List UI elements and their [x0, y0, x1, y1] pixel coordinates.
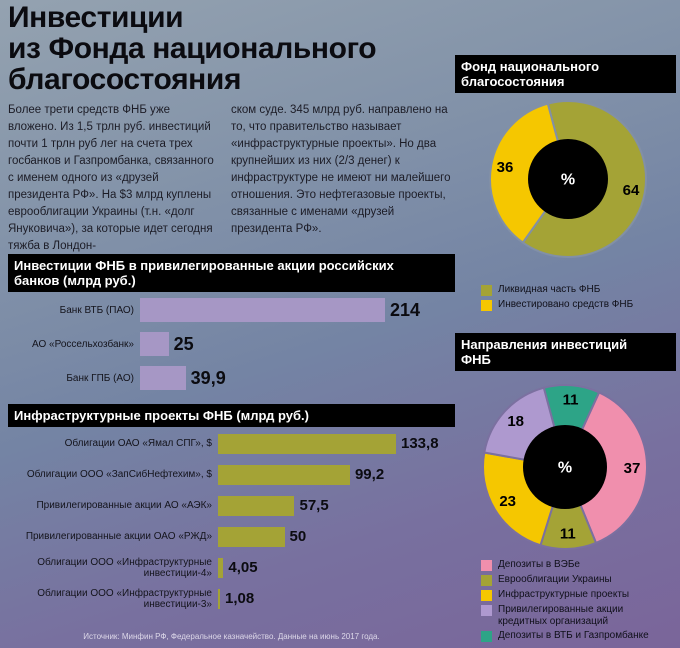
legend-item: Депозиты в ВЭБе: [481, 559, 656, 571]
intro-text-col1: Более трети средств ФНБ уже вложено. Из …: [8, 104, 214, 252]
bar-row: Облигации ООО «ЗапСибНефтехим», $ 99,2: [8, 459, 455, 490]
pie-value-label: 64: [623, 182, 640, 199]
bar-track: 39,9: [140, 366, 455, 390]
bar-label: Облигации ООО «Инфраструктурные инвестиц…: [37, 556, 212, 579]
bar-row: Облигации ООО «Инфраструктурные инвестиц…: [8, 583, 455, 614]
infrastructure-bar-chart: Облигации ОАО «Ямал СПГ», $133,8 Облигаци…: [8, 428, 455, 614]
bar-label: Облигации ООО «Инфраструктурные инвестиц…: [37, 587, 212, 610]
intro-text-col2: ском суде. 345 млрд руб. направлено на т…: [231, 104, 451, 235]
donut-center-label: %: [558, 460, 572, 477]
fund-donut-header: Фонд национального благосостояния: [455, 55, 676, 93]
bar-track: 50: [218, 526, 455, 547]
pie-value-label: 37: [624, 460, 641, 477]
bar: [218, 495, 295, 516]
bar: [218, 464, 350, 485]
donut-hole: [523, 425, 607, 509]
pie-value-label: 18: [507, 413, 524, 430]
legend-swatch: [481, 590, 492, 601]
bar: [218, 526, 285, 547]
bank-shares-chart-header: Инвестиции ФНБ в привилегированные акции…: [8, 254, 455, 292]
page-title: Инвестиции из Фонда национального благос…: [8, 1, 377, 96]
legend-item: Инфраструктурные проекты: [481, 589, 656, 601]
bar-label: Привилегированные акции АО «АЭК»: [36, 500, 212, 511]
legend-label: Ликвидная часть ФНБ: [498, 284, 601, 295]
bar-row: Привилегированные акции АО «АЭК» 57,5: [8, 490, 455, 521]
bar-label: Привилегированные акции ОАО «РЖД»: [25, 531, 212, 542]
bar-row: Облигации ОАО «Ямал СПГ», $ 133,8: [8, 428, 455, 459]
infrastructure-chart-header: Инфраструктурные проекты ФНБ (млрд руб.): [8, 404, 455, 427]
pie-value-label: 11: [560, 525, 576, 542]
bar-label: Банк ВТБ (ПАО): [59, 304, 134, 316]
legend-item: Депозиты в ВТБ и Газпромбанке: [481, 630, 656, 642]
legend-item: Ликвидная часть ФНБ: [481, 284, 656, 296]
bar-track: 99,2: [218, 464, 455, 485]
legend-label: Инфраструктурные проекты: [498, 589, 630, 600]
bar-row: Привилегированные акции ОАО «РЖД» 50: [8, 521, 455, 552]
legend-swatch: [481, 575, 492, 586]
legend-label: Депозиты в ВТБ и Газпромбанке: [498, 630, 649, 641]
bar-track: 4,05: [218, 557, 455, 578]
legend-swatch: [481, 605, 492, 616]
legend-swatch: [481, 560, 492, 571]
legend-swatch: [481, 300, 492, 311]
bar: [140, 332, 169, 356]
legend-swatch: [481, 285, 492, 296]
bar-track: 133,8: [218, 433, 455, 454]
pie-value-label: 23: [499, 493, 516, 510]
bar-row: Облигации ООО «Инфраструктурные инвестиц…: [8, 552, 455, 583]
bar-track: 214: [140, 298, 455, 322]
bar: [218, 433, 396, 454]
directions-donut-legend: Депозиты в ВЭБе Еврооблигации Украины Инфр…: [481, 559, 656, 645]
bar-label: Банк ГПБ (АО): [66, 372, 134, 384]
donut-hole: [528, 139, 608, 219]
bar-value: 25: [173, 333, 194, 354]
pie-value-label: 36: [497, 159, 514, 176]
bar-value: 214: [390, 299, 421, 320]
pie-value-label: 11: [563, 392, 579, 409]
bar-value: 133,8: [401, 435, 439, 452]
bar-row: Банк ГПБ (АО) 39,9: [8, 361, 455, 395]
legend-label: Привилегированные акции кредитных органи…: [498, 604, 624, 627]
fund-donut-legend: Ликвидная часть ФНБ Инвестировано средств…: [481, 284, 656, 314]
bar-track: 1,08: [218, 588, 455, 609]
source-note: Источник: Минфин РФ, Федеральное казначе…: [83, 632, 380, 641]
legend-item: Еврооблигации Украины: [481, 574, 656, 586]
bar-label: АО «Россельхозбанк»: [32, 338, 134, 350]
bar-value: 39,9: [190, 367, 226, 388]
legend-swatch: [481, 631, 492, 642]
bank-shares-bar-chart: Банк ВТБ (ПАО) 214 АО «Россельхозбанк» 25 Ба…: [8, 293, 455, 395]
bar: [140, 366, 186, 390]
bar-value: 50: [289, 528, 307, 545]
legend-label: Депозиты в ВЭБе: [498, 559, 580, 570]
fund-donut-chart: % 64 36: [489, 100, 647, 258]
bar-value: 4,05: [228, 559, 258, 576]
directions-donut-header: Направления инвестиций ФНБ: [455, 333, 676, 371]
legend-item: Инвестировано средств ФНБ: [481, 299, 656, 311]
bar-value: 99,2: [354, 466, 385, 483]
bar-row: Банк ВТБ (ПАО) 214: [8, 293, 455, 327]
bar-value: 1,08: [225, 590, 255, 607]
legend-item: Привилегированные акции кредитных органи…: [481, 604, 656, 627]
bar: [218, 588, 220, 609]
bar-track: 57,5: [218, 495, 455, 516]
bar: [218, 557, 224, 578]
directions-donut-chart: % 11 37 11 23 18: [482, 383, 648, 550]
donut-center-label: %: [561, 172, 575, 189]
bar-row: АО «Россельхозбанк» 25: [8, 327, 455, 361]
bar-value: 57,5: [299, 497, 329, 514]
bar-label: Облигации ООО «ЗапСибНефтехим», $: [26, 469, 212, 480]
legend-label: Еврооблигации Украины: [498, 574, 612, 585]
bar-label: Облигации ОАО «Ямал СПГ», $: [64, 438, 212, 449]
bar-track: 25: [140, 332, 455, 356]
legend-label: Инвестировано средств ФНБ: [498, 299, 634, 310]
bar: [140, 298, 385, 322]
